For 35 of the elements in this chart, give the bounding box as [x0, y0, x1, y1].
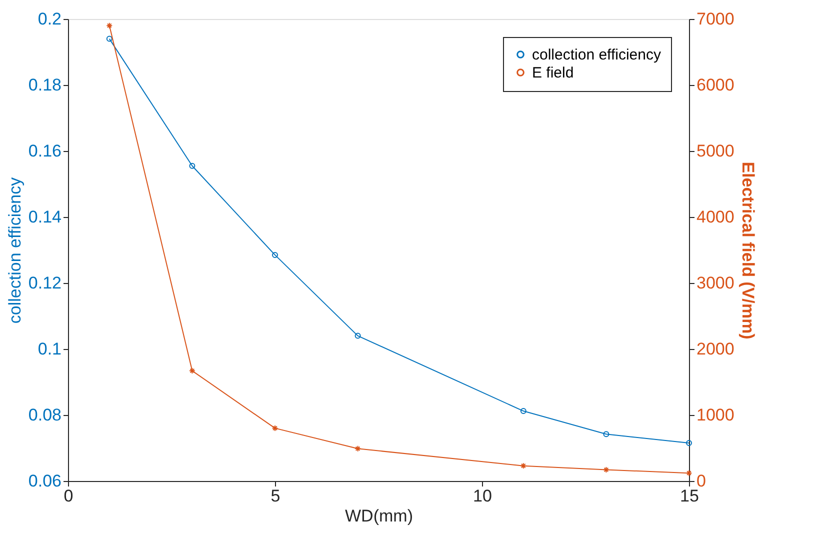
y-tick-label: 0.1	[38, 340, 62, 358]
y-axis-title: collection efficiency	[5, 176, 24, 324]
legend-label: E field	[532, 64, 574, 82]
point	[603, 431, 610, 438]
y2-tick-label: 7000	[696, 10, 734, 28]
legend-label: collection efficiency	[532, 46, 662, 64]
x-tick-label: 0	[64, 486, 74, 506]
y-tick-label: 0.14	[28, 208, 62, 226]
point	[272, 252, 278, 258]
y2-tick-label: 0	[696, 472, 706, 490]
y-tick-label: 0.16	[28, 142, 62, 160]
y2-tick-label: 1000	[696, 406, 734, 424]
point	[354, 445, 362, 452]
y2-axis-title: Electrical field (V/mm)	[738, 162, 758, 340]
point	[520, 408, 526, 414]
y2-tick-label: 5000	[696, 142, 734, 160]
point	[272, 424, 278, 432]
x-tick-label: 5	[270, 486, 280, 506]
point	[520, 462, 527, 470]
y2-tick-label: 4000	[696, 208, 734, 226]
x-tick-label: 15	[680, 486, 699, 506]
y-tick-label: 0.08	[28, 406, 62, 424]
point	[189, 162, 196, 169]
point	[354, 332, 361, 339]
y2-tick-label: 2000	[696, 340, 734, 358]
y-tick-label: 0.06	[28, 472, 62, 490]
point	[188, 368, 196, 374]
y-tick-label: 0.2	[38, 10, 62, 28]
x-axis-title: WD(mm)	[345, 506, 413, 526]
y2-tick-label: 6000	[696, 76, 734, 94]
y-tick-label: 0.18	[28, 76, 62, 94]
point	[602, 466, 610, 474]
x-tick-label: 10	[473, 486, 492, 506]
y-tick-label: 0.12	[28, 274, 62, 292]
y2-tick-label: 3000	[696, 274, 734, 292]
